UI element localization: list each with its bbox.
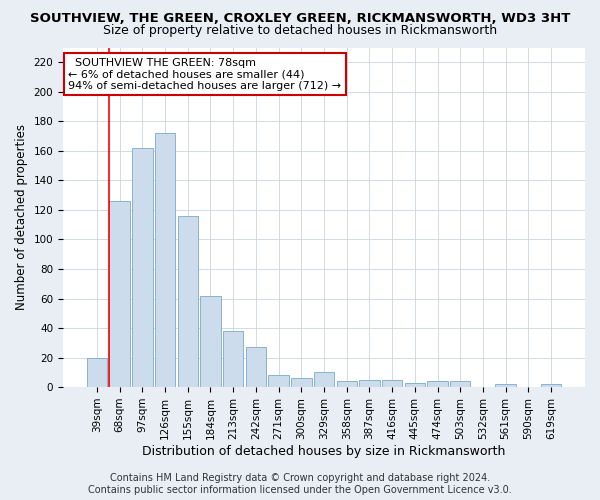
Text: SOUTHVIEW THE GREEN: 78sqm
← 6% of detached houses are smaller (44)
94% of semi-: SOUTHVIEW THE GREEN: 78sqm ← 6% of detac… <box>68 58 341 91</box>
Bar <box>337 381 357 387</box>
Bar <box>223 331 244 387</box>
Y-axis label: Number of detached properties: Number of detached properties <box>15 124 28 310</box>
X-axis label: Distribution of detached houses by size in Rickmansworth: Distribution of detached houses by size … <box>142 444 506 458</box>
Bar <box>291 378 311 387</box>
Bar <box>87 358 107 387</box>
Bar <box>155 133 175 387</box>
Bar <box>245 347 266 387</box>
Bar <box>427 381 448 387</box>
Bar <box>200 296 221 387</box>
Bar <box>541 384 561 387</box>
Bar <box>404 382 425 387</box>
Text: Size of property relative to detached houses in Rickmansworth: Size of property relative to detached ho… <box>103 24 497 37</box>
Text: Contains HM Land Registry data © Crown copyright and database right 2024.
Contai: Contains HM Land Registry data © Crown c… <box>88 474 512 495</box>
Bar <box>109 201 130 387</box>
Bar <box>496 384 516 387</box>
Bar <box>359 380 380 387</box>
Text: SOUTHVIEW, THE GREEN, CROXLEY GREEN, RICKMANSWORTH, WD3 3HT: SOUTHVIEW, THE GREEN, CROXLEY GREEN, RIC… <box>30 12 570 26</box>
Bar <box>178 216 198 387</box>
Bar <box>132 148 152 387</box>
Bar <box>450 381 470 387</box>
Bar <box>382 380 403 387</box>
Bar <box>314 372 334 387</box>
Bar <box>268 376 289 387</box>
